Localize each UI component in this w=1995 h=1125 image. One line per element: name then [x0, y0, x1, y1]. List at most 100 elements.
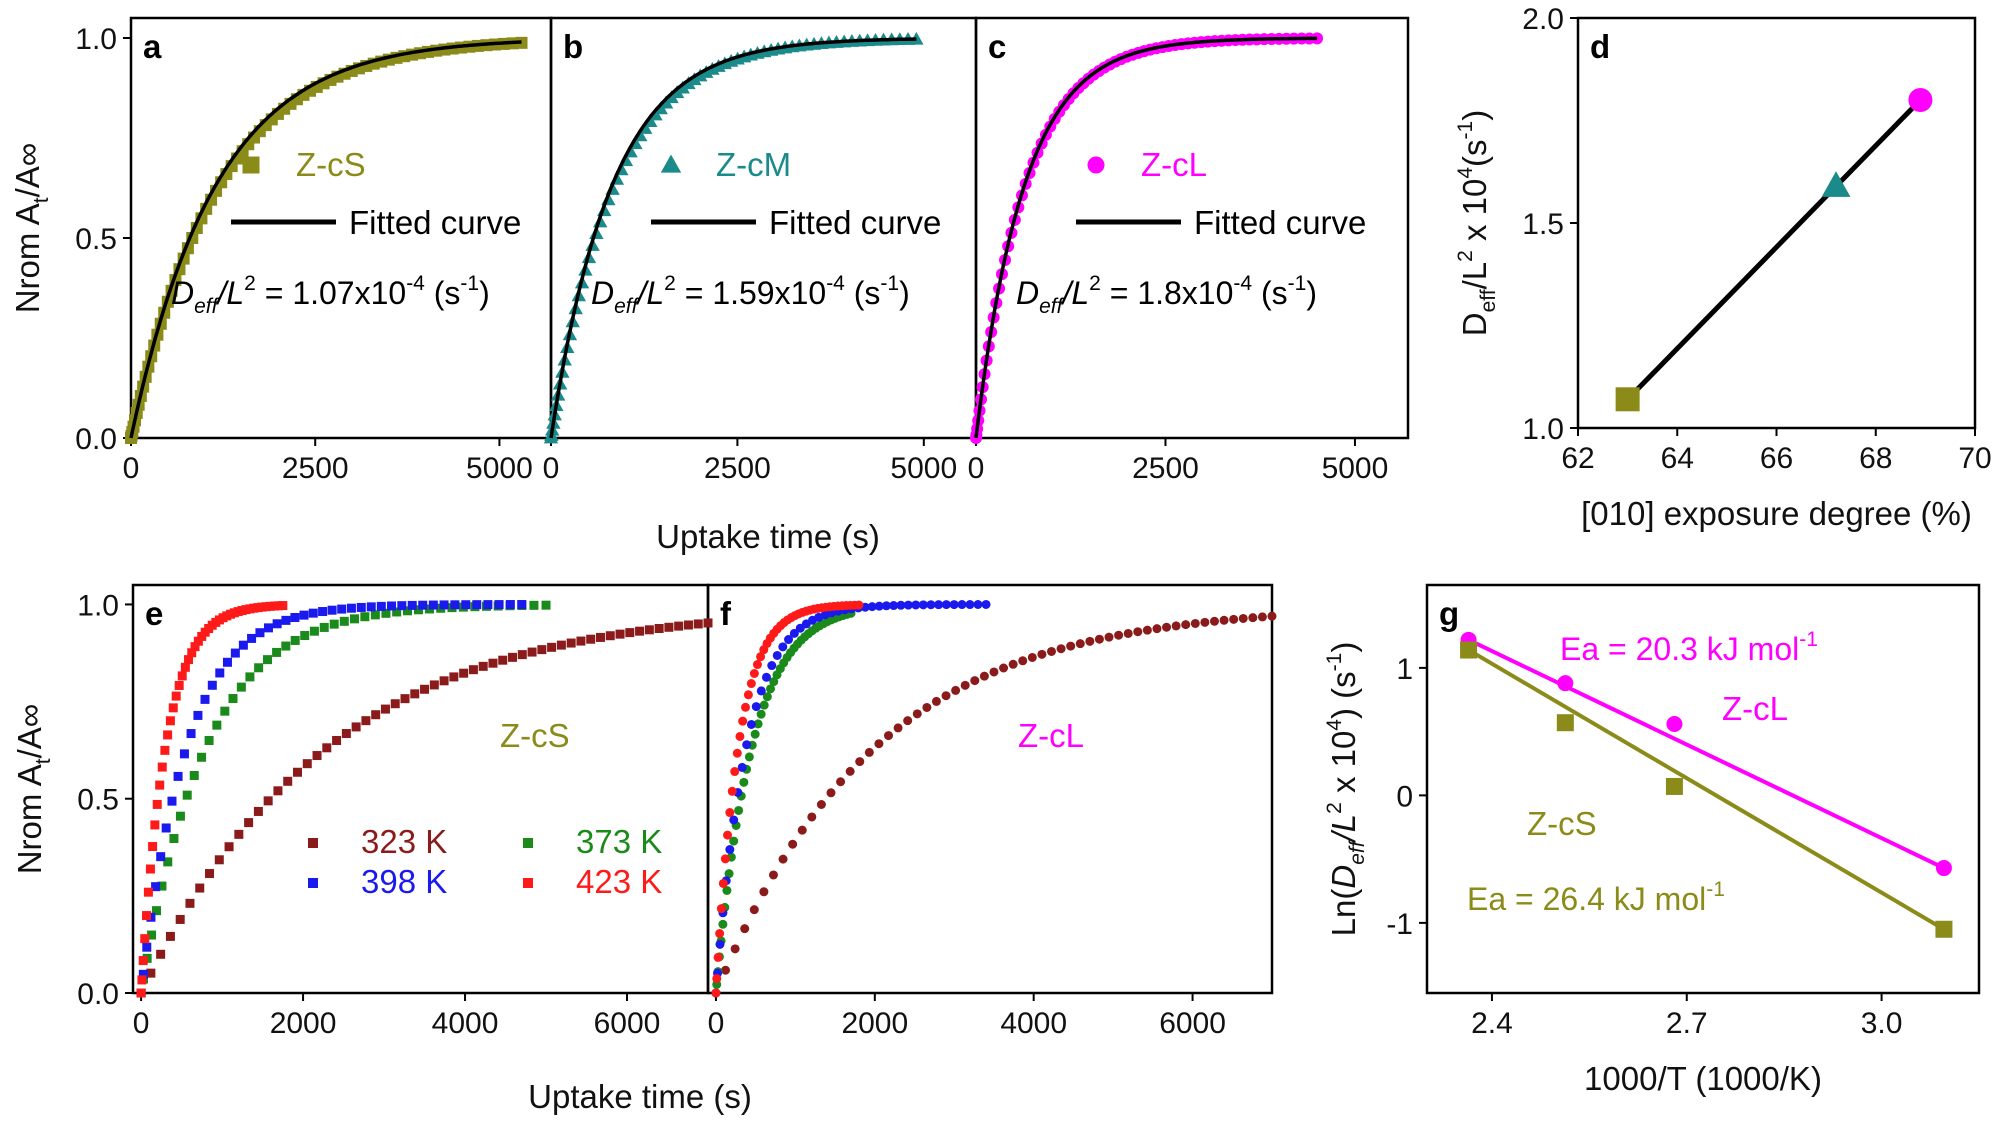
- x-tick-label: 5000: [1322, 452, 1389, 485]
- data-point: [1162, 622, 1172, 632]
- data-point: [797, 825, 807, 835]
- data-point: [759, 700, 769, 710]
- data-point: [595, 632, 605, 642]
- data-point: [278, 601, 288, 611]
- legend-marker-Z-cM: [660, 154, 682, 173]
- data-point: [148, 842, 158, 852]
- data-point: [816, 800, 826, 810]
- ylabel-part: 4: [1454, 167, 1477, 179]
- data-point: [576, 636, 586, 646]
- ylabel-part: /L: [1456, 262, 1493, 290]
- data-point: [881, 601, 891, 611]
- ylabel-part: x 10: [1456, 179, 1493, 251]
- data-point: [729, 836, 739, 846]
- data-point: [729, 815, 739, 825]
- data-point: [356, 602, 366, 612]
- legend-label-398 K: 398 K: [361, 863, 447, 900]
- data-point: [238, 640, 248, 650]
- data-point: [784, 635, 794, 645]
- annotation-part: ): [1306, 275, 1317, 311]
- ylabel-part: 2: [1454, 250, 1477, 262]
- panel-g-point: [1935, 860, 1952, 877]
- data-point: [788, 839, 798, 849]
- data-point: [723, 830, 733, 840]
- data-point: [711, 988, 721, 998]
- data-point: [220, 706, 230, 716]
- top-xlabel: Uptake time (s): [656, 518, 880, 555]
- data-point: [541, 600, 551, 610]
- panel-e-series-423K: [136, 601, 288, 998]
- data-point: [397, 601, 407, 611]
- data-point: [381, 608, 391, 618]
- panel-a-annotation: Deff/L2 = 1.07x10-4 (s-1): [171, 272, 490, 318]
- data-point: [247, 131, 260, 144]
- data-point: [138, 956, 148, 966]
- legend-marker-373 K: [523, 838, 533, 848]
- data-point: [200, 694, 210, 704]
- annotation-part: /L: [1060, 275, 1089, 311]
- data-point: [281, 615, 291, 625]
- data-point: [410, 689, 420, 699]
- panel-d-ylabel: Deff/L2 x 104(s-1): [1454, 110, 1500, 336]
- data-point: [140, 934, 150, 944]
- data-point: [529, 600, 539, 610]
- ylabel-part: 2: [1323, 802, 1346, 814]
- x-tick-label: 4000: [1000, 1007, 1067, 1040]
- data-point: [245, 672, 255, 682]
- data-point: [450, 600, 460, 610]
- data-point: [742, 740, 752, 750]
- data-point: [1142, 625, 1152, 635]
- x-tick-label: 62: [1561, 442, 1594, 475]
- panel-d-frame: [1576, 16, 1977, 430]
- panel-g-point: [1460, 641, 1478, 659]
- data-point: [715, 939, 725, 949]
- data-point: [366, 602, 376, 612]
- data-point: [263, 655, 273, 665]
- data-point: [720, 854, 730, 864]
- ylabel-part: Nrom A: [11, 764, 48, 874]
- data-point: [732, 748, 742, 758]
- data-point: [965, 600, 975, 610]
- data-point: [195, 883, 205, 893]
- ylabel-part: eff: [1346, 839, 1369, 865]
- panel-a-xticks: 0 2500 5000: [123, 438, 533, 485]
- y-tick-label: 0.5: [75, 223, 117, 256]
- data-point: [222, 657, 232, 667]
- data-point: [874, 601, 884, 611]
- data-point: [721, 965, 731, 975]
- y-tick-label: 1: [1396, 653, 1413, 686]
- data-point: [693, 619, 703, 629]
- legend-label-Z-cS: Z-cS: [296, 146, 366, 183]
- data-point: [605, 631, 615, 641]
- panel-d-yticks: 1.0 1.5 2.0: [1522, 3, 1578, 446]
- data-point: [750, 729, 760, 739]
- annotation-part: = 1.07x10: [256, 275, 406, 311]
- data-point: [167, 796, 177, 806]
- data-point: [896, 600, 906, 610]
- data-point: [179, 749, 189, 759]
- data-point: [392, 607, 402, 617]
- annotation-part: D: [1016, 275, 1039, 311]
- data-point: [157, 881, 167, 891]
- legend-label-423 K: 423 K: [576, 863, 662, 900]
- panel-g-point: [1557, 675, 1574, 692]
- data-point: [768, 870, 778, 880]
- data-point: [498, 655, 508, 665]
- annotation-part: -1: [1288, 272, 1307, 295]
- ylabel-part: (s: [1456, 139, 1493, 167]
- data-point: [807, 812, 817, 822]
- panel-g-xticks: 2.4 2.7 3.0: [1471, 993, 1902, 1040]
- data-point: [322, 743, 332, 753]
- ylabel-part: ) (s: [1325, 671, 1362, 719]
- panel-d-point: [1821, 171, 1851, 197]
- data-point: [255, 628, 265, 638]
- data-point: [193, 636, 203, 646]
- x-tick-label: 2500: [282, 452, 349, 485]
- data-point: [949, 600, 959, 610]
- data-point: [884, 731, 894, 741]
- data-point: [244, 818, 254, 828]
- data-point: [468, 665, 478, 675]
- data-point: [740, 924, 750, 934]
- data-point: [762, 692, 772, 702]
- ylabel-part: eff: [1477, 289, 1500, 312]
